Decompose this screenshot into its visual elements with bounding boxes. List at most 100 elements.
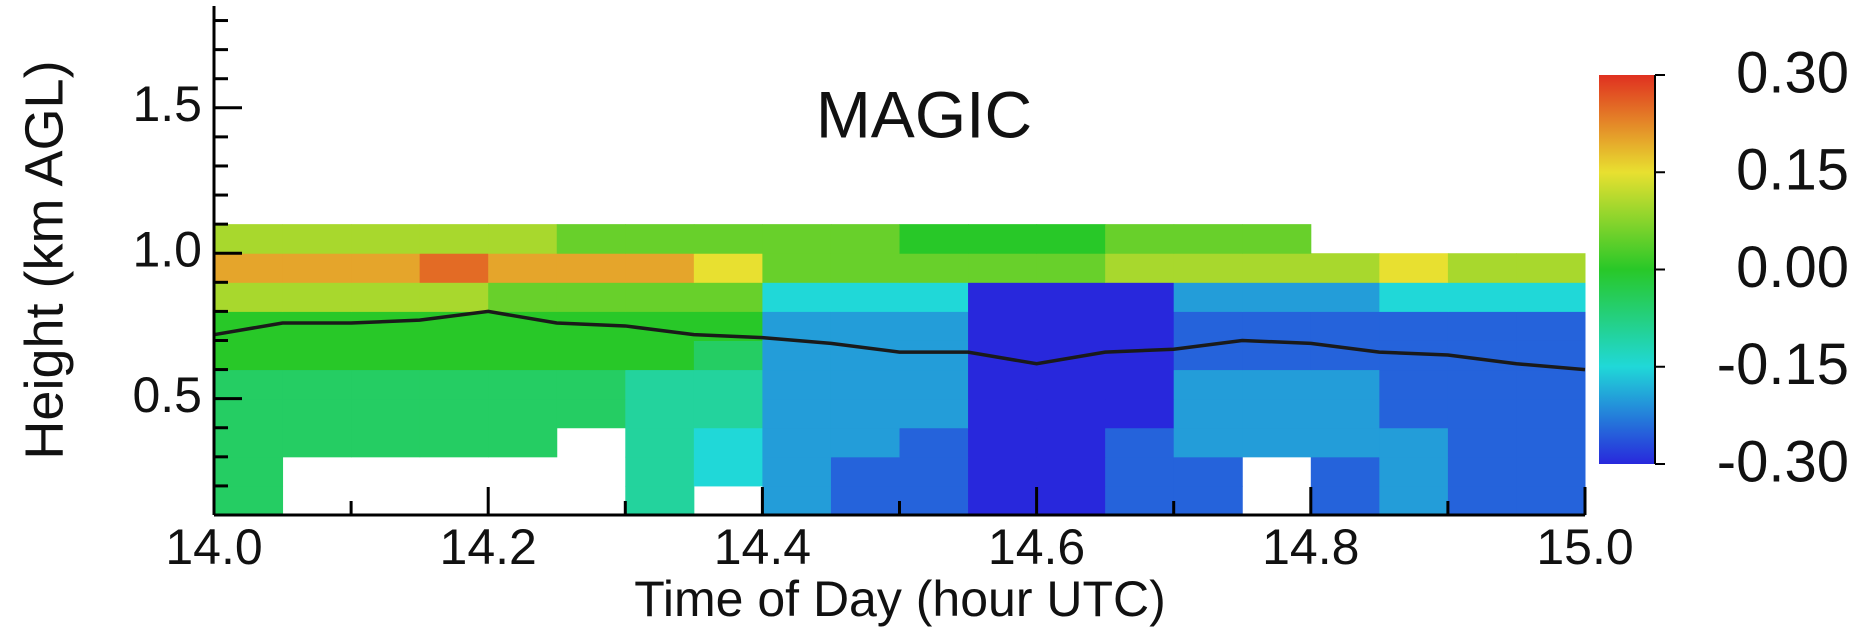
colorbar-tick-label: 0.30 xyxy=(1736,40,1849,105)
heatmap-cell xyxy=(419,369,489,400)
heatmap-cell xyxy=(1379,485,1449,516)
heatmap-cell xyxy=(1516,398,1586,429)
heatmap-cell xyxy=(1242,311,1312,341)
x-tick-label: 14.8 xyxy=(1262,519,1359,575)
x-tick-label: 15.0 xyxy=(1536,519,1633,575)
heatmap-cell xyxy=(214,427,284,458)
heatmap-cell xyxy=(351,311,421,341)
heatmap-cell xyxy=(830,456,900,487)
heatmap-cell xyxy=(214,253,284,283)
heatmap-cell xyxy=(899,311,969,341)
heatmap-cell xyxy=(968,398,1038,429)
heatmap-cell xyxy=(1447,456,1517,487)
heatmap-cell xyxy=(830,311,900,341)
heatmap-cell xyxy=(1447,311,1517,341)
heatmap-cell xyxy=(762,369,832,400)
heatmap-cell xyxy=(693,340,763,371)
heatmap-cell xyxy=(1105,427,1175,458)
chart-title: MAGIC xyxy=(816,77,1032,151)
heatmap-cell xyxy=(1173,224,1243,254)
heatmap-cell xyxy=(968,427,1038,458)
heatmap-cell xyxy=(214,485,284,516)
heatmap-cell xyxy=(1173,369,1243,400)
heatmap-cell xyxy=(693,282,763,312)
heatmap-cell xyxy=(1379,456,1449,487)
x-tick-label: 14.6 xyxy=(988,519,1085,575)
heatmap-cell xyxy=(1105,282,1175,312)
heatmap-cell xyxy=(1105,224,1175,254)
x-tick-label: 14.2 xyxy=(440,519,537,575)
heatmap-cell xyxy=(556,224,626,254)
heatmap-cell xyxy=(1036,485,1106,516)
heatmap-cell xyxy=(351,398,421,429)
heatmap-cell xyxy=(693,427,763,458)
heatmap-cell xyxy=(830,282,900,312)
heatmap-cell xyxy=(625,224,695,254)
heatmap-cell xyxy=(1105,485,1175,516)
heatmap-cell xyxy=(351,224,421,254)
heatmap-cell xyxy=(419,253,489,283)
heatmap-cell xyxy=(1516,427,1586,458)
heatmap-cell xyxy=(1310,485,1380,516)
heatmap-cell xyxy=(625,369,695,400)
heatmap-cell xyxy=(1036,398,1106,429)
heatmap-cell xyxy=(968,224,1038,254)
heatmap-cell xyxy=(1516,456,1586,487)
heatmap-cell xyxy=(214,340,284,371)
heatmap-cell xyxy=(1036,224,1106,254)
heatmap-cell xyxy=(1173,253,1243,283)
heatmap-cell xyxy=(1379,398,1449,429)
heatmap-cell xyxy=(899,398,969,429)
heatmap-cell xyxy=(282,369,352,400)
heatmap-cell xyxy=(1173,311,1243,341)
heatmap-cell xyxy=(1105,369,1175,400)
heatmap-cell xyxy=(1447,485,1517,516)
heatmap-cell xyxy=(899,427,969,458)
heatmap-cell xyxy=(762,427,832,458)
heatmap-cell xyxy=(1242,253,1312,283)
heatmap-cell xyxy=(762,253,832,283)
heatmap-cell xyxy=(488,253,558,283)
heatmap-cell xyxy=(1105,311,1175,341)
y-tick-label: 1.0 xyxy=(132,221,202,277)
heatmap-cell xyxy=(282,398,352,429)
heatmap-cell xyxy=(488,427,558,458)
heatmap-cell xyxy=(625,340,695,371)
heatmap-cell xyxy=(625,485,695,516)
heatmap-cell xyxy=(1105,340,1175,371)
heatmap-cell xyxy=(1310,427,1380,458)
heatmap-cell xyxy=(1173,456,1243,487)
heatmap-cell xyxy=(556,340,626,371)
heatmap-cell xyxy=(762,340,832,371)
x-tick-label: 14.4 xyxy=(714,519,811,575)
heatmap-cell xyxy=(762,456,832,487)
heatmap-cell xyxy=(1105,253,1175,283)
heatmap-cell xyxy=(1036,369,1106,400)
heatmap-cell xyxy=(625,253,695,283)
heatmap-cell xyxy=(1173,282,1243,312)
y-axis-label: Height (km AGL) xyxy=(14,60,74,459)
heatmap-cell xyxy=(214,398,284,429)
heatmap-cell xyxy=(488,224,558,254)
heatmap-cell xyxy=(830,427,900,458)
y-tick-label: 1.5 xyxy=(132,76,202,132)
heatmap-cell xyxy=(625,427,695,458)
heatmap-cell xyxy=(1516,253,1586,283)
heatmap-cell xyxy=(762,224,832,254)
heatmap-cell xyxy=(214,456,284,487)
heatmap-cell xyxy=(899,456,969,487)
heatmap-cell xyxy=(419,398,489,429)
heatmap-cell xyxy=(282,253,352,283)
x-axis-label: Time of Day (hour UTC) xyxy=(634,571,1166,627)
heatmap-cell xyxy=(830,369,900,400)
heatmap-cell xyxy=(762,398,832,429)
heatmap-cell xyxy=(214,369,284,400)
heatmap-cell xyxy=(830,253,900,283)
heatmap-cell xyxy=(1242,398,1312,429)
heatmap-cell xyxy=(214,282,284,312)
heatmap-cell xyxy=(1036,253,1106,283)
heatmap-cell xyxy=(899,340,969,371)
heatmap-cell xyxy=(1036,427,1106,458)
heatmap-cell xyxy=(625,398,695,429)
heatmap-cell xyxy=(1379,369,1449,400)
